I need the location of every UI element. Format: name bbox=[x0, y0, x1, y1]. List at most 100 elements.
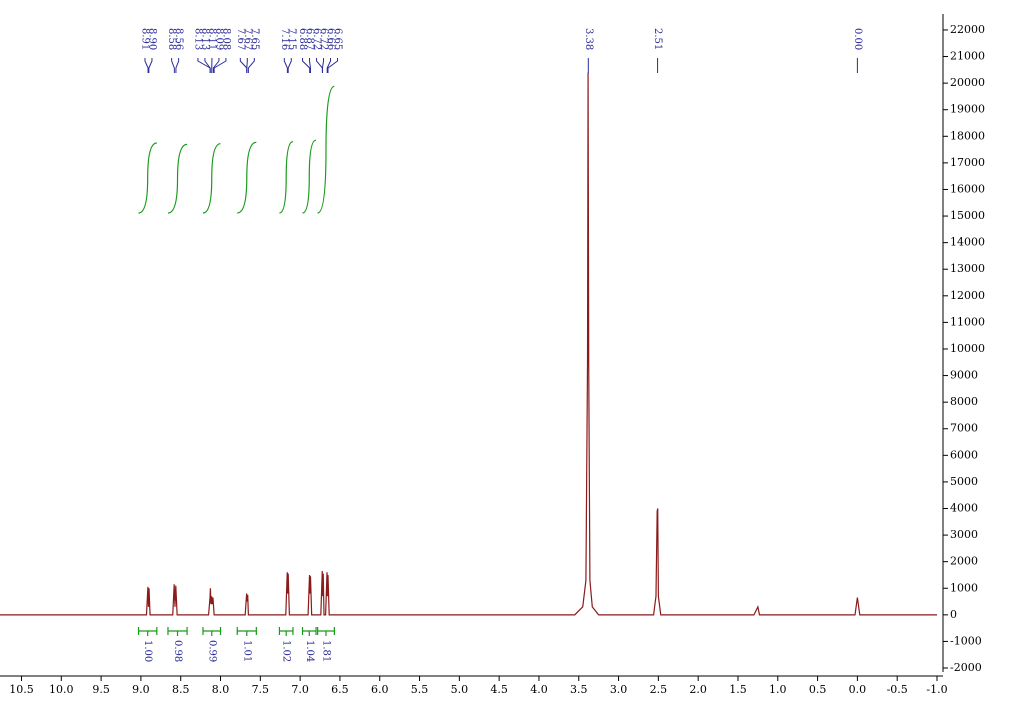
y-tick-label: 2000 bbox=[950, 555, 978, 568]
y-tick-label: 17000 bbox=[950, 156, 985, 169]
peak-label: 6.72 bbox=[318, 28, 329, 50]
x-tick-label: 5.0 bbox=[451, 683, 469, 696]
peak-connector bbox=[148, 58, 153, 73]
y-tick-label: 16000 bbox=[950, 182, 985, 195]
integral-curve bbox=[167, 143, 188, 214]
integral-bracket bbox=[202, 627, 222, 636]
integral-label: 1.00 bbox=[142, 640, 153, 662]
x-tick-label: 3.5 bbox=[570, 683, 588, 696]
x-tick-label: 2.5 bbox=[650, 683, 668, 696]
integral-bracket bbox=[278, 627, 294, 636]
integral-curve bbox=[302, 139, 317, 214]
integral-label: 1.02 bbox=[281, 640, 292, 662]
x-tick-label: 7.0 bbox=[291, 683, 309, 696]
peak-label: 8.56 bbox=[173, 28, 184, 50]
peak-connector bbox=[204, 58, 211, 73]
x-tick-label: 4.5 bbox=[490, 683, 508, 696]
x-tick-label: 6.0 bbox=[371, 683, 389, 696]
x-tick-label: 8.0 bbox=[212, 683, 230, 696]
spectrum-line bbox=[0, 72, 937, 616]
integral-curve bbox=[237, 141, 257, 214]
peak-label: 7.16 bbox=[279, 28, 290, 50]
x-tick-label: 5.5 bbox=[411, 683, 429, 696]
integral-bracket bbox=[167, 627, 188, 636]
peak-connector bbox=[239, 58, 248, 73]
peak-label: 8.09 bbox=[213, 28, 224, 50]
peak-connector bbox=[321, 58, 325, 73]
y-tick-label: 13000 bbox=[950, 262, 985, 275]
y-tick-label: 6000 bbox=[950, 448, 978, 461]
peak-label: 7.67 bbox=[242, 28, 253, 50]
x-tick-label: 1.5 bbox=[729, 683, 747, 696]
x-tick-label: 4.0 bbox=[530, 683, 548, 696]
peak-connector bbox=[326, 58, 332, 73]
x-tick-label: 7.5 bbox=[252, 683, 270, 696]
integral-bracket bbox=[236, 627, 257, 636]
y-tick-label: 0 bbox=[950, 608, 957, 621]
integral-bracket bbox=[317, 627, 335, 636]
peak-label: 0.00 bbox=[852, 28, 863, 50]
y-tick-label: 7000 bbox=[950, 422, 978, 435]
y-tick-label: 21000 bbox=[950, 50, 985, 63]
y-tick-label: 22000 bbox=[950, 23, 985, 36]
peak-connector bbox=[247, 58, 255, 73]
peak-label: 8.13 bbox=[199, 28, 210, 50]
peak-label: 6.72 bbox=[311, 28, 322, 50]
peak-connector bbox=[287, 58, 292, 73]
peak-label: 3.38 bbox=[583, 28, 594, 50]
peak-label: 6.88 bbox=[297, 28, 308, 50]
y-tick-label: 4000 bbox=[950, 501, 978, 514]
peak-connector bbox=[309, 58, 311, 73]
y-tick-label: 14000 bbox=[950, 236, 985, 249]
integral-label: 1.04 bbox=[304, 640, 315, 662]
integral-curve bbox=[202, 143, 221, 214]
x-tick-label: -1.0 bbox=[926, 683, 947, 696]
x-tick-label: 9.5 bbox=[92, 683, 110, 696]
integral-label: 1.81 bbox=[320, 640, 331, 662]
peak-connector bbox=[171, 58, 175, 73]
peak-label: 8.11 bbox=[206, 28, 217, 50]
y-tick-label: 5000 bbox=[950, 475, 978, 488]
peak-label: 8.90 bbox=[146, 28, 157, 50]
peak-label: 6.65 bbox=[332, 28, 343, 50]
y-tick-label: 3000 bbox=[950, 528, 978, 541]
peak-label: 6.66 bbox=[325, 28, 336, 50]
peak-label: 8.91 bbox=[139, 28, 150, 50]
x-tick-label: -0.5 bbox=[887, 683, 908, 696]
peak-connector bbox=[327, 58, 339, 73]
peak-connector bbox=[212, 58, 220, 73]
integral-bracket bbox=[301, 627, 317, 636]
x-tick-label: 9.0 bbox=[132, 683, 150, 696]
y-tick-label: 10000 bbox=[950, 342, 985, 355]
x-tick-label: 0.0 bbox=[849, 683, 867, 696]
peak-label: 7.67 bbox=[235, 28, 246, 50]
peak-connector bbox=[144, 58, 149, 73]
peak-connector bbox=[302, 58, 311, 73]
y-tick-label: 18000 bbox=[950, 129, 985, 142]
y-tick-label: 8000 bbox=[950, 395, 978, 408]
y-tick-label: 15000 bbox=[950, 209, 985, 222]
x-tick-label: 10.0 bbox=[49, 683, 74, 696]
x-tick-label: 6.5 bbox=[331, 683, 349, 696]
y-tick-label: -1000 bbox=[950, 634, 982, 647]
peak-connector bbox=[175, 58, 180, 73]
peak-label: 7.15 bbox=[286, 28, 297, 50]
peak-connector bbox=[316, 58, 323, 73]
x-tick-label: 8.5 bbox=[172, 683, 190, 696]
integral-curve bbox=[279, 141, 294, 214]
integral-label: 1.01 bbox=[241, 640, 252, 662]
integral-label: 0.98 bbox=[172, 640, 183, 662]
x-tick-label: 0.5 bbox=[809, 683, 827, 696]
integral-bracket bbox=[137, 627, 158, 636]
integral-label: 0.99 bbox=[206, 640, 217, 662]
y-tick-label: -2000 bbox=[950, 661, 982, 674]
x-tick-label: 2.0 bbox=[689, 683, 707, 696]
peak-label: 8.58 bbox=[166, 28, 177, 50]
y-tick-label: 20000 bbox=[950, 76, 985, 89]
peak-label: 7.65 bbox=[249, 28, 260, 50]
x-tick-label: 10.5 bbox=[9, 683, 34, 696]
integral-curve bbox=[138, 142, 157, 214]
integral-curve bbox=[317, 85, 335, 214]
x-tick-label: 1.0 bbox=[769, 683, 787, 696]
